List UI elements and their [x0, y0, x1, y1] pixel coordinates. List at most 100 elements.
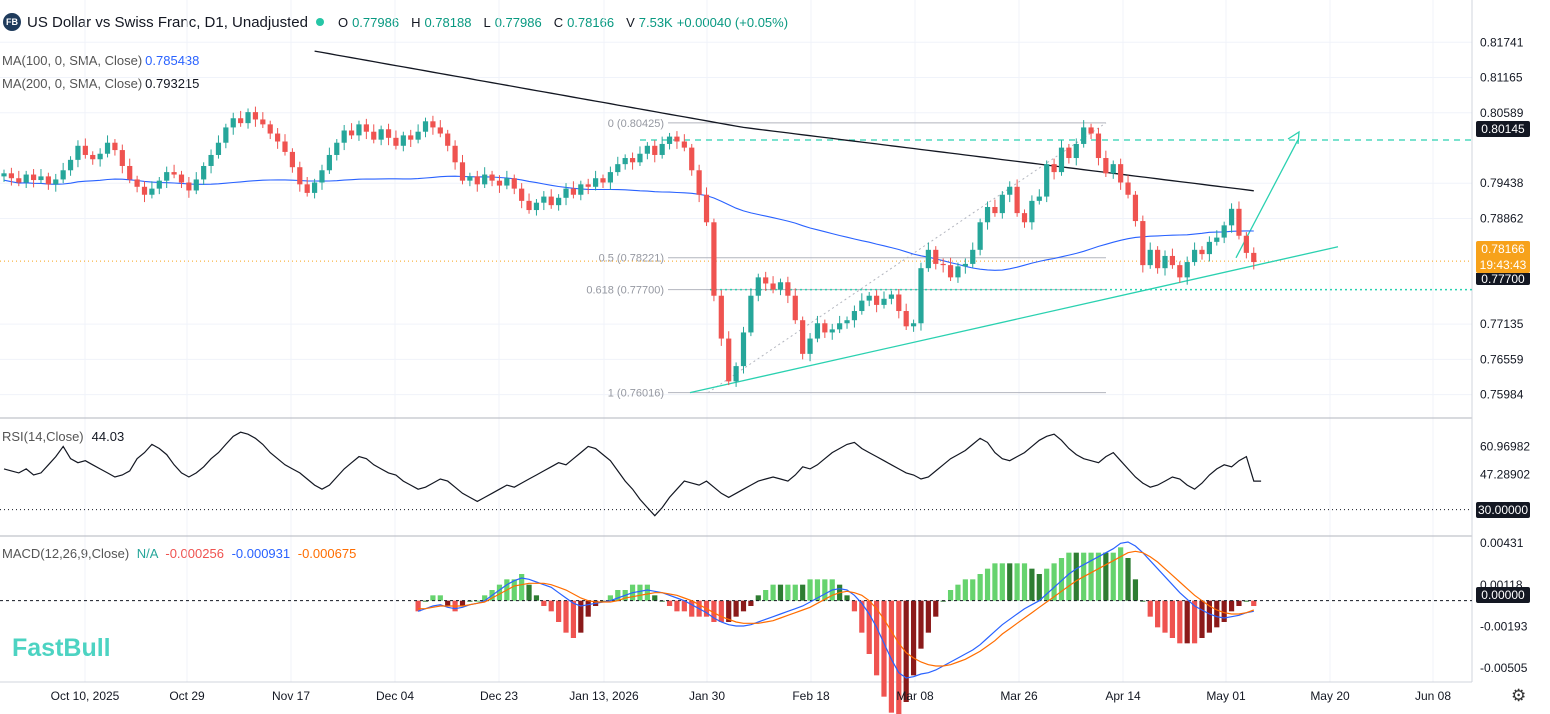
ascending-trendline [689, 246, 1339, 394]
macd-label: MACD(12,26,9,Close) [2, 546, 130, 561]
last-price-value: 0.78166 [1481, 242, 1525, 256]
candle-body [593, 178, 599, 187]
candle-body [378, 129, 384, 140]
macd-histogram-bar [689, 600, 695, 617]
symbol-logo[interactable]: FB [3, 13, 21, 31]
macd-histogram-bar [585, 600, 591, 617]
candle-body [1147, 249, 1153, 266]
macd-histogram-bar [1095, 552, 1102, 601]
candle-body [585, 184, 591, 187]
candle-body [134, 179, 140, 187]
macd-hist-value: -0.000256 [165, 546, 224, 561]
volume-key: V [626, 14, 635, 30]
macd-histogram-bar [859, 600, 865, 633]
macd-histogram-bar [437, 595, 443, 601]
rsi-value: 44.03 [91, 429, 125, 444]
time-tick-label: May 20 [1310, 689, 1350, 703]
macd-histogram-bar [563, 600, 569, 633]
candle-body [940, 263, 946, 266]
candle-body [652, 145, 658, 155]
macd-pane [0, 541, 1472, 714]
macd-histogram-bar [681, 600, 687, 612]
candle-body [1199, 249, 1205, 255]
candlestick-series [1, 106, 1257, 387]
candle-body [112, 142, 118, 151]
macd-histogram-bar [578, 600, 584, 633]
candle-body [541, 196, 547, 203]
ma100-legend[interactable]: MA(100, 0, SMA, Close) 0.785438 [2, 53, 199, 68]
macd-histogram-bar [947, 590, 954, 601]
candle-body [556, 197, 562, 206]
macd-histogram-bar [999, 563, 1005, 601]
macd-histogram-bar [888, 600, 894, 713]
candle-body [918, 268, 924, 324]
macd-histogram-bar [733, 600, 739, 617]
macd-histogram-bar [445, 600, 451, 606]
ohlc-low-key: L [483, 14, 491, 30]
macd-histogram-bar [1029, 568, 1035, 601]
candle-body [245, 112, 251, 124]
candle-body [777, 282, 784, 290]
candle-body [371, 131, 377, 140]
volume-value: 7.53K [638, 14, 673, 30]
candle-body [1140, 221, 1146, 266]
rsi-legend[interactable]: RSI(14,Close) 44.03 [2, 429, 124, 444]
candle-body [526, 200, 532, 211]
candle-body [837, 323, 843, 330]
macd-histogram-bar [1110, 552, 1116, 601]
macd-histogram-bar [415, 600, 421, 612]
candle-body [1058, 147, 1065, 173]
candle-body [201, 165, 207, 180]
candle-body [415, 131, 421, 140]
candle-body [1044, 164, 1050, 197]
macd-legend[interactable]: MACD(12,26,9,Close) N/A -0.000256 -0.000… [2, 546, 356, 561]
macd-histogram-bar [918, 600, 924, 649]
candle-body [275, 133, 281, 142]
symbol-title[interactable]: US Dollar vs Swiss Franc, D1, Unadjusted [27, 13, 308, 31]
rsi-tick-label: 47.28902 [1480, 467, 1530, 481]
candle-body [696, 170, 702, 195]
candle-body [792, 295, 798, 321]
candle-body [866, 295, 872, 301]
time-tick-label: Jan 30 [689, 689, 725, 703]
macd-histogram-bar [644, 584, 650, 601]
macd-histogram-bar [637, 584, 643, 601]
macd-histogram-bar [800, 584, 806, 601]
ohlc-low-value: 0.77986 [494, 14, 542, 30]
candle-body [874, 295, 880, 305]
candle-body [962, 263, 968, 267]
candle-body [925, 249, 931, 269]
macd-histogram-bar [1236, 600, 1242, 606]
candle-body [60, 170, 66, 180]
candle-body [82, 145, 88, 155]
macd-histogram-bar [984, 568, 991, 601]
ohlc-close-value: 0.78166 [567, 14, 615, 30]
candle-body [637, 153, 643, 163]
candle-body [482, 174, 488, 185]
macd-histogram-bar [851, 600, 858, 612]
ma200-legend[interactable]: MA(200, 0, SMA, Close) 0.793215 [2, 76, 199, 91]
macd-histogram-bar [785, 584, 791, 601]
candle-body [326, 154, 332, 171]
macd-histogram-bar [711, 600, 717, 622]
macd-histogram-bar [748, 600, 754, 606]
gear-icon[interactable]: ⚙ [1511, 686, 1527, 705]
candle-body [67, 159, 74, 171]
time-tick-label: Apr 14 [1105, 689, 1141, 703]
macd-histogram-bar [1184, 600, 1190, 644]
macd-histogram-bar [814, 579, 821, 601]
macd-histogram-bar [881, 600, 887, 697]
candle-body [1191, 249, 1198, 263]
candle-body [8, 173, 14, 179]
candle-body [127, 165, 133, 180]
candle-body [445, 133, 451, 146]
candle-body [504, 178, 510, 186]
candle-body [600, 178, 606, 183]
macd-histogram-bar [1147, 600, 1153, 617]
macd-histogram-bar [474, 600, 480, 602]
macd-histogram-bar [1214, 600, 1220, 628]
candle-body [141, 186, 148, 195]
macd-histogram-bar [755, 595, 761, 601]
macd-histogram-bar [1162, 600, 1168, 633]
